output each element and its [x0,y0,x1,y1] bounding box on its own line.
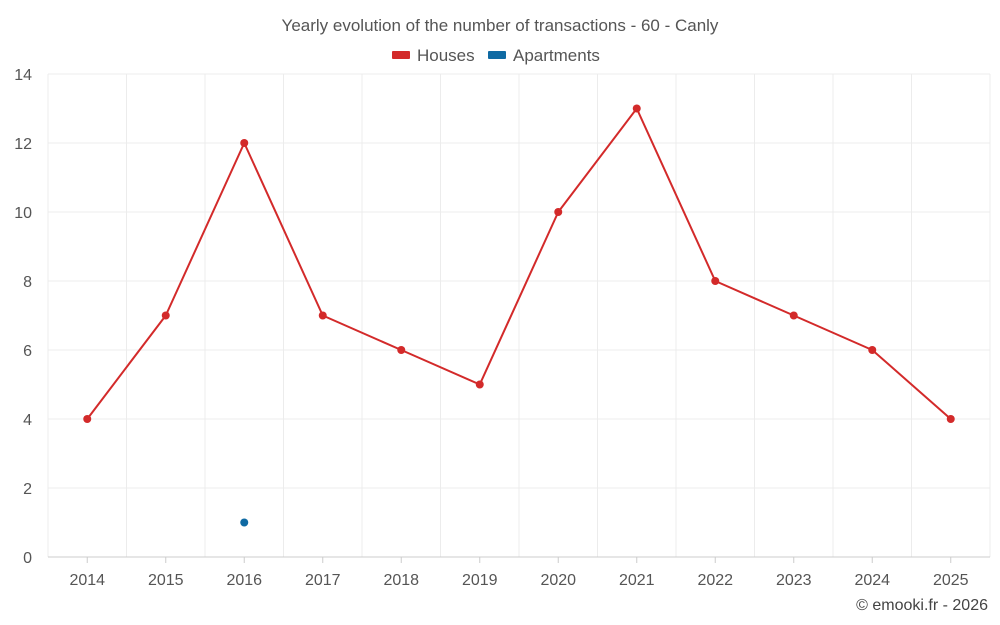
series [83,104,955,527]
legend-item-houses[interactable]: Houses [392,46,475,65]
data-point-houses-2019[interactable] [475,380,484,389]
grid [47,73,991,557]
x-tick-label: 2014 [69,572,105,589]
data-point-houses-2015[interactable] [161,311,170,320]
x-tick-label: 2025 [933,572,969,589]
data-point-houses-2017[interactable] [318,311,327,320]
data-point-houses-2018[interactable] [397,346,406,354]
y-tick-label: 10 [14,205,32,222]
data-point-houses-2020[interactable] [554,208,563,216]
legend: Houses Apartments [392,46,600,65]
data-point-houses-2014[interactable] [83,415,92,423]
x-tick-label: 2020 [540,572,576,589]
series-line-houses [86,107,952,420]
legend-swatch-houses [392,51,410,59]
legend-label-houses: Houses [417,46,475,65]
y-tick-label: 12 [14,136,32,153]
x-tick-label: 2024 [854,572,890,589]
data-point-houses-2021[interactable] [632,104,641,113]
x-tick-label: 2018 [383,572,419,589]
x-tick-label: 2016 [226,572,262,589]
legend-swatch-apartments [488,51,506,59]
legend-item-apartments[interactable]: Apartments [488,46,600,65]
y-tick-label: 14 [14,67,32,84]
x-tick-label: 2015 [148,572,184,589]
data-point-houses-2024[interactable] [868,346,877,354]
axes: 0 2 4 6 8 10 12 14 2014 2015 2016 2017 2018 2019 2020 2… [14,67,990,589]
legend-label-apartments: Apartments [513,46,600,65]
chart-title: Yearly evolution of the number of transa… [282,16,719,35]
data-point-houses-2023[interactable] [789,311,798,320]
data-point-houses-2025[interactable] [946,415,955,423]
x-tick-label: 2019 [462,572,498,589]
data-point-houses-2016[interactable] [240,139,249,147]
y-tick-label: 8 [23,274,32,291]
x-tick-label: 2022 [697,572,733,589]
y-tick-label: 2 [23,481,32,498]
y-tick-label: 6 [23,343,32,360]
y-tick-label: 4 [23,412,32,429]
x-tick-label: 2017 [305,572,341,589]
x-tick-label: 2023 [776,572,812,589]
data-point-apartments-2016[interactable] [240,518,249,527]
credit-text: © emooki.fr - 2026 [856,597,988,614]
data-point-houses-2022[interactable] [711,277,720,285]
y-tick-label: 0 [23,550,32,567]
x-tick-label: 2021 [619,572,655,589]
